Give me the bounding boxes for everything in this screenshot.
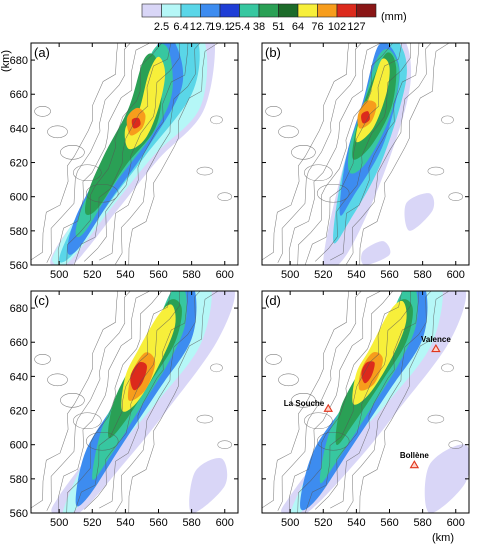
colorbar-swatch [336, 3, 357, 18]
x-tick-label: 560 [380, 517, 398, 529]
x-tick-label: 580 [413, 517, 431, 529]
precip-band [131, 117, 141, 129]
terrain-contours [31, 291, 233, 513]
y-tick-label: 560 [10, 260, 28, 272]
precip-band [361, 241, 391, 265]
y-tick-label: 620 [10, 406, 28, 418]
colorbar-swatch [297, 3, 318, 18]
site-label: Bollène [400, 451, 429, 460]
y-tick-label: 660 [10, 337, 28, 349]
site-marker [323, 403, 333, 412]
colorbar-unit: (mm) [381, 11, 407, 23]
x-tick-label: 500 [281, 517, 299, 529]
colorbar-level-label: 102 [328, 21, 346, 33]
x-tick-label: 540 [116, 269, 134, 281]
site-marker [409, 460, 420, 469]
panel-frame [261, 290, 470, 514]
x-tick-label: 560 [149, 269, 167, 281]
colorbar-swatch [356, 3, 377, 18]
colorbar-level-label: 6.4 [173, 21, 188, 33]
colorbar: 2.5 6.4 12.719.125.4 38 51 64 76 102 127 [141, 3, 377, 33]
x-tick-label: 600 [216, 517, 234, 529]
y-tick-label: 680 [10, 303, 28, 315]
colorbar-swatch [239, 3, 260, 18]
colorbar-swatch [278, 3, 299, 18]
x-tick-label: 600 [216, 269, 234, 281]
y-tick-label: 620 [10, 158, 28, 170]
panel-label: (b) [265, 45, 281, 60]
x-tick-label: 560 [380, 269, 398, 281]
site-marker [431, 343, 441, 353]
map-panel-c: (c) 500 520 540 560 580 600 560 580 600 620 640 660 6… [10, 290, 239, 529]
colorbar-level-label: 12.7 [190, 21, 211, 33]
x-tick-label: 500 [281, 269, 299, 281]
colorbar-swatch [219, 3, 240, 18]
x-tick-label: 520 [83, 269, 101, 281]
x-tick-label: 540 [347, 269, 365, 281]
terrain-contours [262, 291, 464, 513]
y-tick-label: 560 [10, 508, 28, 520]
map-panel-a: (a) 500 520 540 560 580 600 560 580 600 620 640 660 6… [10, 42, 239, 281]
colorbar-swatch [317, 3, 338, 18]
panel-label: (c) [34, 293, 49, 308]
x-tick-label: 540 [116, 517, 134, 529]
precip-band [189, 457, 228, 513]
precip-band [130, 362, 147, 391]
colorbar-level-label: 38 [253, 21, 265, 33]
y-axis-unit: (km) [0, 50, 12, 72]
colorbar-level-label: 19.1 [209, 21, 230, 33]
colorbar-swatch [180, 3, 201, 18]
y-tick-label: 680 [10, 55, 28, 67]
y-tick-label: 580 [10, 474, 28, 486]
terrain-contours [262, 43, 464, 265]
x-tick-label: 580 [182, 269, 200, 281]
precip-band [424, 444, 469, 513]
colorbar-level-label: 25.4 [229, 21, 250, 33]
x-tick-label: 500 [50, 517, 68, 529]
colorbar-swatch [141, 3, 162, 18]
precip-band [361, 361, 375, 384]
y-tick-label: 600 [10, 192, 28, 204]
x-tick-label: 520 [83, 517, 101, 529]
panel-frame [261, 42, 470, 266]
colorbar-level-label: 127 [347, 21, 365, 33]
panel-label: (a) [34, 45, 50, 60]
precip-band [361, 111, 370, 124]
x-tick-label: 520 [314, 517, 332, 529]
y-tick-label: 600 [10, 440, 28, 452]
colorbar-swatch [258, 3, 279, 18]
x-tick-label: 540 [347, 517, 365, 529]
x-tick-label: 580 [413, 269, 431, 281]
y-tick-label: 660 [10, 89, 28, 101]
x-axis-unit: (km) [432, 532, 454, 544]
y-tick-label: 640 [10, 371, 28, 383]
colorbar-swatch [200, 3, 221, 18]
terrain-contours [31, 43, 233, 265]
panel-grid: (a) 500 520 540 560 580 600 560 580 600 620 640 660 6… [10, 42, 470, 529]
panel-label: (d) [265, 293, 281, 308]
panel-frame [30, 42, 239, 266]
site-label: La Souche [284, 399, 325, 408]
map-panel-d: (d) 500 520 540 560 580 600 Valence La Souche Bol… [261, 290, 470, 529]
x-tick-label: 600 [447, 517, 465, 529]
site-label: Valence [421, 335, 451, 344]
x-tick-label: 560 [149, 517, 167, 529]
colorbar-swatch [161, 3, 182, 18]
colorbar-level-label: 2.5 [154, 21, 169, 33]
x-tick-label: 580 [182, 517, 200, 529]
colorbar-level-label: 64 [292, 21, 304, 33]
colorbar-level-label: 76 [311, 21, 323, 33]
colorbar-level-label: 51 [272, 21, 284, 33]
precip-band [404, 193, 435, 231]
x-tick-label: 520 [314, 269, 332, 281]
x-tick-label: 600 [447, 269, 465, 281]
panel-frame [30, 290, 239, 514]
x-tick-label: 500 [50, 269, 68, 281]
y-tick-label: 640 [10, 123, 28, 135]
map-panel-b: (b) 500 520 540 560 580 600 [261, 42, 470, 281]
y-tick-label: 580 [10, 226, 28, 238]
